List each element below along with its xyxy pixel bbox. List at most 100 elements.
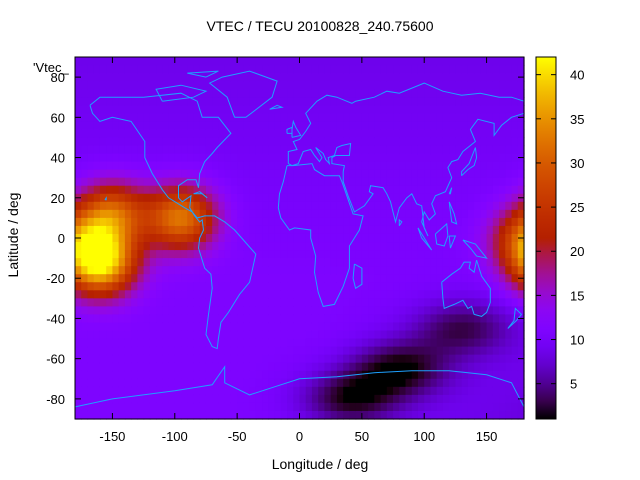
heatmap-cell: [461, 161, 469, 171]
heatmap-cell: [467, 97, 475, 106]
heatmap-cell: [293, 153, 301, 163]
heatmap-cell: [137, 65, 145, 74]
heatmap-cell: [386, 410, 394, 420]
heatmap-cell: [124, 225, 132, 235]
heatmap-cell: [336, 113, 344, 122]
heatmap-cell: [87, 65, 95, 74]
heatmap-cell: [368, 274, 375, 283]
heatmap-cell: [417, 346, 425, 356]
heatmap-cell: [131, 386, 138, 396]
heatmap-cell: [87, 354, 95, 364]
heatmap-cell: [99, 266, 107, 275]
heatmap-cell: [243, 89, 251, 98]
heatmap-cell: [187, 370, 195, 380]
heatmap-cell: [349, 402, 357, 412]
heatmap-cell: [187, 81, 195, 90]
heatmap-cell: [174, 378, 182, 388]
heatmap-cell: [411, 201, 419, 211]
heatmap-cell: [368, 113, 375, 122]
heatmap-cell: [112, 314, 120, 324]
heatmap-cell: [505, 402, 513, 412]
heatmap-cell: [349, 145, 357, 155]
heatmap-cell: [480, 121, 488, 130]
heatmap-cell: [205, 177, 213, 187]
heatmap-cell: [486, 282, 494, 291]
heatmap-cell: [336, 121, 344, 130]
heatmap-cell: [124, 322, 132, 332]
heatmap-cell: [156, 338, 163, 348]
heatmap-cell: [336, 346, 344, 356]
heatmap-cell: [81, 314, 89, 324]
heatmap-cell: [293, 97, 301, 106]
heatmap-cell: [343, 394, 350, 404]
heatmap-cell: [411, 145, 419, 155]
heatmap-cell: [87, 266, 95, 275]
heatmap-cell: [187, 137, 195, 147]
heatmap-cell: [324, 346, 332, 356]
heatmap-cell: [386, 290, 394, 299]
heatmap-cell: [449, 250, 457, 259]
heatmap-cell: [199, 97, 207, 106]
heatmap-cell: [455, 330, 463, 340]
heatmap-cell: [343, 225, 350, 235]
colorbar-tick-label: 30: [570, 156, 584, 171]
heatmap-cell: [430, 201, 438, 211]
heatmap-cell: [405, 394, 413, 404]
heatmap-cell: [274, 394, 282, 404]
heatmap-cell: [349, 266, 357, 275]
heatmap-cell: [93, 65, 101, 74]
heatmap-cell: [87, 378, 95, 388]
heatmap-cell: [299, 145, 307, 155]
heatmap-cell: [218, 330, 226, 340]
heatmap-cell: [230, 113, 238, 122]
heatmap-cell: [99, 242, 107, 251]
heatmap-cell: [237, 225, 244, 235]
heatmap-cell: [81, 362, 89, 372]
heatmap-cell: [374, 346, 382, 356]
heatmap-cell: [143, 250, 151, 259]
heatmap-cell: [168, 258, 176, 267]
heatmap-cell: [442, 362, 450, 372]
heatmap-cell: [168, 362, 176, 372]
x-tick-label: -150: [99, 429, 125, 444]
heatmap-cell: [405, 258, 413, 267]
heatmap-cell: [249, 113, 257, 122]
heatmap-cell: [131, 161, 138, 171]
heatmap-cell: [156, 121, 163, 130]
heatmap-cell: [224, 354, 232, 364]
heatmap-cell: [380, 282, 388, 291]
heatmap-cell: [274, 370, 282, 380]
heatmap-cell: [499, 185, 506, 195]
heatmap-cell: [461, 322, 469, 332]
heatmap-cell: [193, 233, 201, 243]
heatmap-cell: [499, 338, 506, 348]
heatmap-cell: [243, 402, 251, 412]
heatmap-cell: [174, 145, 182, 155]
heatmap-cell: [442, 113, 450, 122]
heatmap-cell: [492, 153, 500, 163]
heatmap-cell: [461, 225, 469, 235]
heatmap-cell: [293, 113, 301, 122]
heatmap-cell: [287, 306, 294, 316]
heatmap-cell: [467, 298, 475, 307]
heatmap-cell: [162, 137, 170, 147]
heatmap-cell: [405, 193, 413, 203]
heatmap-cell: [474, 250, 481, 259]
heatmap-cell: [411, 410, 419, 420]
heatmap-cell: [424, 314, 432, 324]
heatmap-cell: [143, 290, 151, 299]
heatmap-cell: [461, 330, 469, 340]
heatmap-cell: [287, 201, 294, 211]
heatmap-cell: [399, 354, 407, 364]
heatmap-cell: [199, 201, 207, 211]
heatmap-cell: [380, 81, 388, 90]
heatmap-cell: [299, 330, 307, 340]
heatmap-cell: [143, 314, 151, 324]
heatmap-cell: [399, 362, 407, 372]
heatmap-cell: [424, 73, 432, 82]
heatmap-cell: [499, 258, 506, 267]
heatmap-cell: [118, 362, 126, 372]
heatmap-cell: [149, 282, 157, 291]
heatmap-cell: [417, 410, 425, 420]
heatmap-cell: [75, 290, 82, 299]
